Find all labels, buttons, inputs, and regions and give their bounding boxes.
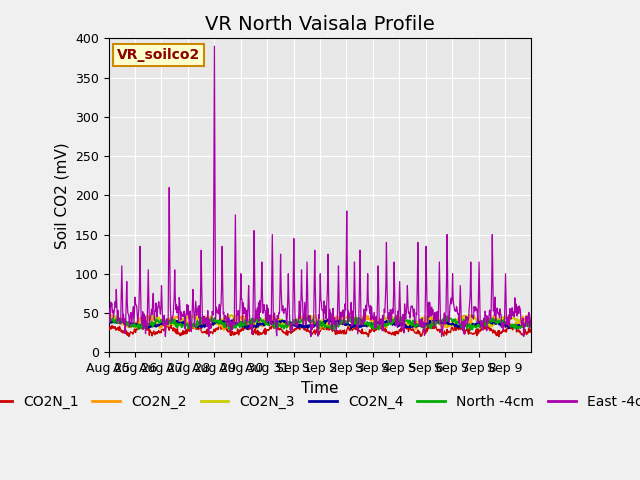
- X-axis label: Time: Time: [301, 381, 339, 396]
- Y-axis label: Soil CO2 (mV): Soil CO2 (mV): [54, 142, 69, 249]
- Legend: CO2N_1, CO2N_2, CO2N_3, CO2N_4, North -4cm, East -4cm: CO2N_1, CO2N_2, CO2N_3, CO2N_4, North -4…: [0, 389, 640, 414]
- Text: VR_soilco2: VR_soilco2: [117, 48, 200, 62]
- Title: VR North Vaisala Profile: VR North Vaisala Profile: [205, 15, 435, 34]
